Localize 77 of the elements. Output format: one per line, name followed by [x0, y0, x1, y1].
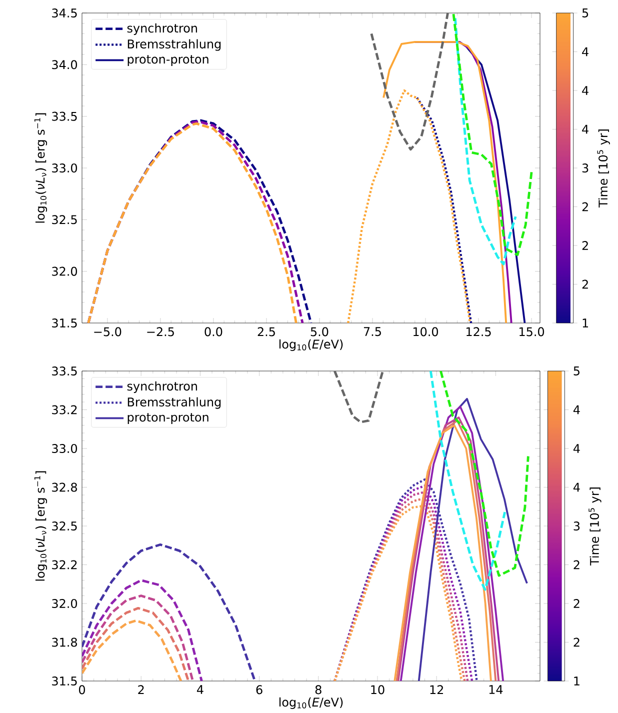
- y-axis-title: log$_{10}$(νL$_{ν}$) [erg s$^{−1}$]: [34, 471, 48, 581]
- legend-label: synchrotron: [127, 23, 197, 35]
- y-tick-label: 32.5: [52, 215, 77, 224]
- line-series: [347, 89, 472, 323]
- y-tick-label: 34.0: [52, 60, 78, 70]
- x-tick-label: 7.5: [364, 327, 381, 336]
- x-tick-label: 2: [138, 685, 144, 694]
- color-bar-label: 4: [582, 86, 588, 95]
- color-bar-label: 2: [582, 280, 588, 289]
- legend-label: Bremsstrahlung: [128, 39, 221, 51]
- line-series: [454, 16, 517, 266]
- line-series: [82, 543, 256, 681]
- color-bar-label: 2: [582, 202, 588, 212]
- line-series: [82, 594, 194, 681]
- x-tick-label: 5.0: [310, 327, 328, 336]
- line-series: [333, 371, 384, 424]
- line-series: [82, 606, 190, 681]
- legend-label: synchrotron: [127, 381, 197, 393]
- x-tick-label: 10.0: [414, 327, 438, 336]
- color-bar-label: 4: [573, 444, 580, 453]
- line-series: [370, 12, 449, 151]
- line-series: [82, 579, 203, 681]
- x-tick-label: 2.5: [258, 327, 275, 336]
- x-tick-label: −5.0: [94, 327, 122, 336]
- x-tick-label: 15.0: [520, 327, 544, 336]
- color-bar-label: 3: [582, 163, 588, 173]
- color-bar-label: 2: [574, 599, 580, 608]
- color-bar-label: 5: [582, 8, 588, 18]
- line-series: [416, 96, 472, 323]
- x-tick-label: 12.5: [466, 327, 491, 336]
- line-series: [382, 40, 508, 323]
- y-tick-label: 33.5: [52, 112, 77, 121]
- y-tick-label: 32.2: [52, 560, 77, 570]
- y-tick-label: 32.0: [52, 266, 78, 276]
- x-tick-label: 10: [371, 685, 384, 694]
- y-tick-label: 34.5: [52, 8, 77, 18]
- y-tick-label: 33.2: [52, 405, 77, 414]
- x-tick-label: 0: [78, 685, 86, 694]
- y-tick-label: 32.0: [52, 598, 78, 608]
- y-tick-label: 31.5: [52, 318, 77, 328]
- color-bar-label: 2: [582, 241, 588, 250]
- color-bar-title: Time [10$^{5}$ yr]: [588, 488, 602, 566]
- color-bar-label: 3: [574, 521, 580, 531]
- color-bar-label: 1: [582, 318, 588, 328]
- y-tick-label: 31.8: [52, 638, 77, 647]
- y-tick-label: 33.0: [52, 444, 78, 454]
- legend-label: proton-proton: [128, 413, 208, 424]
- y-axis-title: log$_{10}$(νL$_{ν}$) [erg s$^{−1}$]: [34, 113, 48, 223]
- line-series: [82, 619, 182, 681]
- x-tick-label: 8: [315, 685, 322, 694]
- x-tick-label: 4: [196, 685, 204, 694]
- color-bar-label: 4: [573, 482, 580, 492]
- color-bar-label: 4: [582, 47, 588, 56]
- line-series: [452, 12, 533, 256]
- color-bar-label: 4: [582, 124, 588, 134]
- color-bar-label: 5: [574, 366, 580, 376]
- y-tick-label: 31.5: [52, 676, 77, 686]
- color-bar-title: Time [10$^{5}$ yr]: [597, 130, 610, 208]
- color-bar-label: 4: [573, 405, 580, 414]
- color-bar-label: 1: [574, 676, 580, 686]
- x-tick-label: 12: [430, 685, 443, 694]
- y-tick-label: 32.5: [52, 521, 77, 531]
- color-bar-label: 2: [574, 638, 580, 647]
- y-tick-label: 33.5: [52, 366, 77, 376]
- x-tick-label: 14: [489, 685, 503, 694]
- legend-label: proton-proton: [128, 55, 208, 66]
- legend-label: Bremsstrahlung: [128, 397, 221, 409]
- line-series: [440, 371, 530, 577]
- x-axis-title: log$_{10}$(E/eV): [279, 339, 343, 351]
- x-tick-label: −2.5: [147, 327, 174, 336]
- line-series: [429, 371, 506, 591]
- y-tick-label: 32.8: [52, 482, 77, 492]
- x-tick-label: 6: [256, 685, 262, 694]
- color-bar-label: 2: [574, 560, 580, 570]
- x-axis-title: log$_{10}$(E/eV): [279, 697, 343, 709]
- y-tick-label: 33.0: [52, 163, 78, 173]
- x-tick-label: 0.0: [204, 327, 222, 336]
